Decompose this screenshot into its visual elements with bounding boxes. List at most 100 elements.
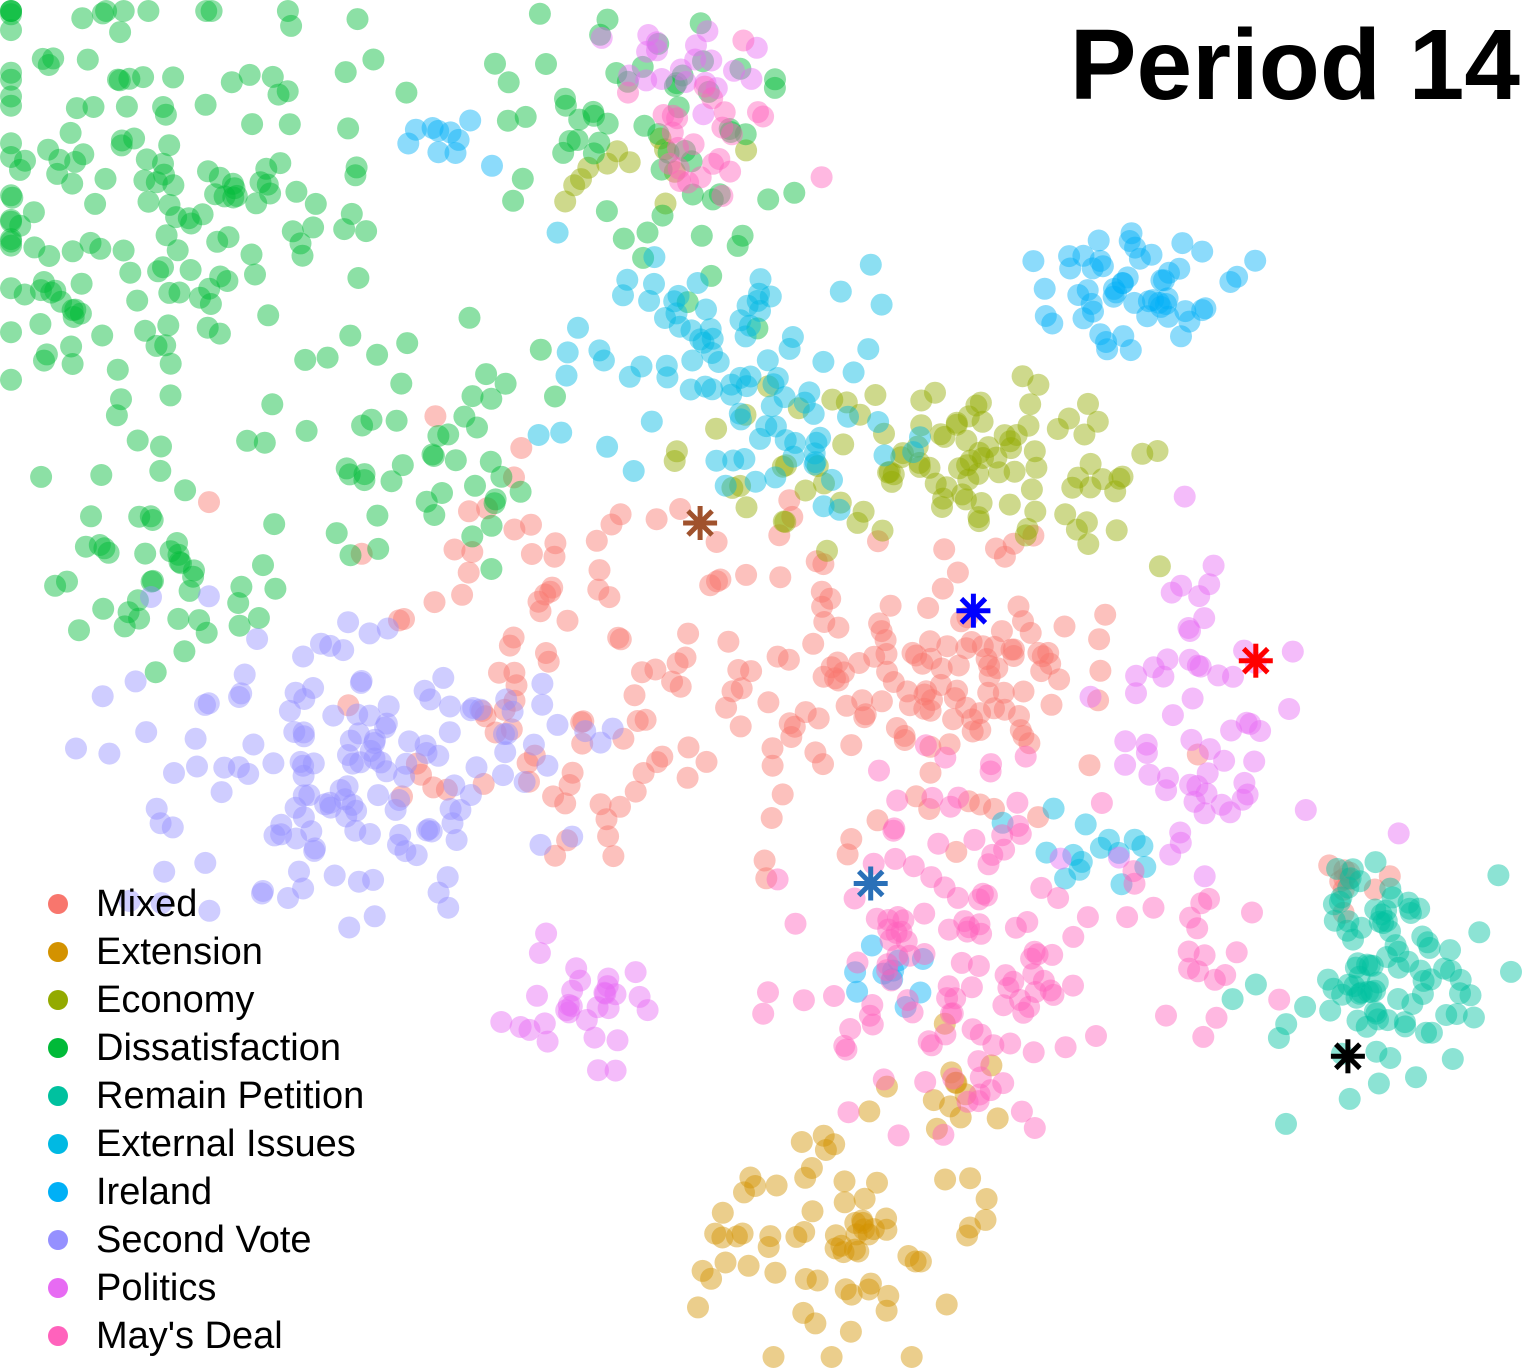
data-point [1022, 250, 1045, 273]
data-point [1125, 664, 1148, 687]
legend-item: External Issues [48, 1120, 364, 1168]
data-point [1191, 240, 1214, 263]
data-point [1023, 440, 1046, 463]
data-point [804, 451, 827, 474]
data-point [816, 539, 838, 562]
data-point [757, 188, 780, 211]
data-point [872, 962, 895, 985]
data-point [535, 53, 557, 75]
data-point [696, 20, 719, 43]
data-point [870, 620, 893, 643]
data-point [968, 888, 991, 911]
data-point [674, 139, 696, 162]
data-point [1459, 984, 1482, 1007]
data-point [459, 699, 482, 722]
data-point [917, 1030, 940, 1053]
data-point [1103, 277, 1125, 300]
data-point [1193, 802, 1216, 825]
data-point [476, 497, 499, 520]
data-point [813, 472, 835, 495]
data-point [1338, 1087, 1361, 1110]
highlight-markers [683, 506, 1365, 1074]
data-point [873, 422, 895, 445]
data-point [667, 284, 690, 307]
data-point [1186, 654, 1209, 677]
data-point [858, 1100, 881, 1123]
data-point [969, 1066, 992, 1089]
data-point [960, 976, 983, 999]
data-point [1156, 648, 1179, 671]
data-point [261, 65, 284, 88]
data-point [511, 167, 534, 190]
data-point [0, 94, 22, 117]
data-point [755, 415, 778, 438]
data-point [238, 63, 261, 86]
data-point [48, 148, 71, 171]
data-point [344, 164, 367, 187]
data-point [363, 732, 386, 754]
legend-label: Mixed [96, 882, 198, 925]
data-point [1243, 750, 1266, 773]
data-point [1155, 293, 1177, 315]
data-point [601, 717, 624, 740]
data-point [812, 665, 835, 688]
data-point [924, 472, 947, 495]
data-point [283, 721, 306, 743]
data-point [846, 980, 869, 1003]
data-point [908, 455, 931, 478]
data-point [276, 0, 299, 22]
data-point [527, 424, 550, 446]
data-point [830, 1234, 853, 1257]
data-point [820, 656, 843, 679]
data-point [938, 918, 960, 941]
data-point [458, 306, 481, 329]
data-point [1319, 999, 1342, 1022]
data-point [745, 36, 768, 59]
data-point [347, 267, 370, 289]
data-point [293, 688, 316, 710]
data-point [1142, 896, 1165, 919]
data-point [1108, 467, 1131, 490]
data-point [1375, 899, 1398, 922]
legend-label: Ireland [96, 1170, 213, 1213]
data-point [713, 101, 736, 124]
data-point [441, 812, 464, 835]
data-point [128, 505, 151, 528]
data-point [1350, 916, 1373, 939]
data-point [1356, 953, 1379, 976]
data-point [835, 1038, 858, 1061]
data-point [974, 1208, 997, 1231]
data-point [496, 722, 519, 745]
data-point [734, 403, 757, 426]
data-point [877, 461, 900, 484]
data-point [844, 961, 867, 984]
data-point [887, 949, 910, 972]
data-point [990, 620, 1013, 643]
data-point [93, 537, 116, 560]
data-point [105, 404, 128, 427]
data-point [493, 698, 516, 721]
data-point [62, 306, 85, 328]
data-point [1366, 971, 1389, 994]
data-point [846, 951, 869, 974]
data-point [520, 543, 543, 565]
data-point [351, 414, 374, 437]
data-point [1023, 1117, 1046, 1139]
data-point [123, 127, 146, 150]
data-point [347, 722, 370, 745]
data-point [832, 1241, 855, 1264]
data-point [1169, 821, 1192, 844]
data-point [871, 519, 894, 542]
data-point [885, 921, 908, 944]
data-point [244, 263, 266, 286]
data-point [76, 48, 99, 71]
chart-title: Period 14 [1069, 9, 1520, 121]
data-point [134, 319, 157, 342]
data-point [69, 302, 92, 325]
data-point [643, 246, 666, 269]
data-point [810, 166, 833, 189]
data-point [494, 741, 517, 764]
data-point [1080, 292, 1103, 315]
data-point [867, 530, 889, 553]
data-point [730, 677, 753, 700]
